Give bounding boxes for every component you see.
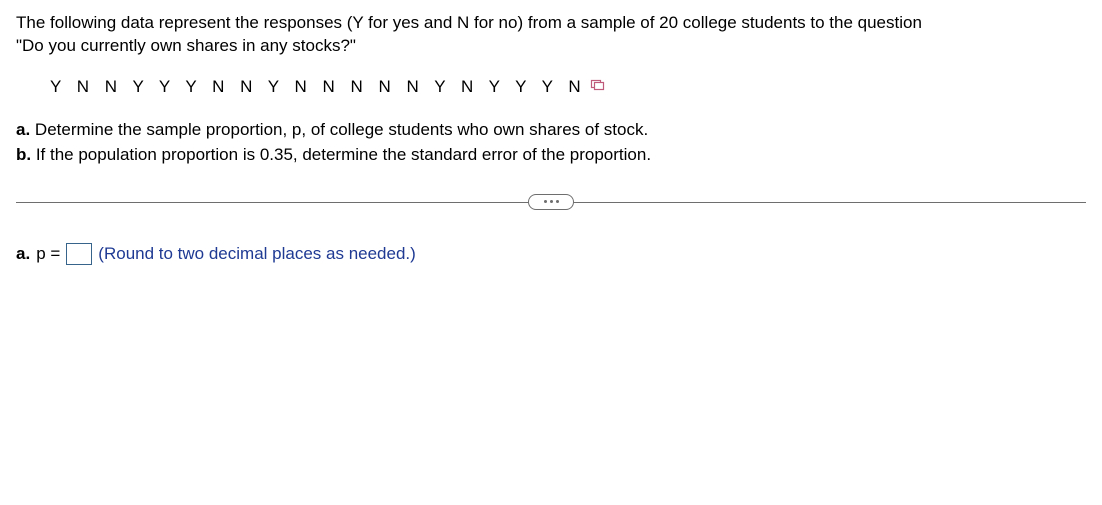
answer-hint: (Round to two decimal places as needed.) — [98, 243, 416, 266]
part-b-text: If the population proportion is 0.35, de… — [31, 145, 651, 164]
part-a: a. Determine the sample proportion, p, o… — [16, 119, 1086, 142]
part-b-label: b. — [16, 145, 31, 164]
dot-icon — [556, 200, 559, 203]
answer-row-a: a. p = (Round to two decimal places as n… — [16, 243, 1086, 266]
dot-icon — [550, 200, 553, 203]
answer-part-label: a. — [16, 243, 30, 266]
intro-line-1: The following data represent the respons… — [16, 12, 1086, 35]
answer-input-p[interactable] — [66, 243, 92, 265]
copy-icon[interactable] — [590, 76, 606, 99]
question-parts: a. Determine the sample proportion, p, o… — [16, 119, 1086, 167]
question-intro: The following data represent the respons… — [16, 12, 1086, 58]
dot-icon — [544, 200, 547, 203]
part-a-text: Determine the sample proportion, p, of c… — [30, 120, 648, 139]
response-values: Y N N Y Y Y N N Y N N N N N Y N Y Y Y N — [50, 77, 581, 96]
part-a-label: a. — [16, 120, 30, 139]
section-divider — [16, 191, 1086, 213]
intro-line-2: "Do you currently own shares in any stoc… — [16, 35, 1086, 58]
response-data: Y N N Y Y Y N N Y N N N N N Y N Y Y Y N — [16, 76, 1086, 99]
expand-pill[interactable] — [528, 194, 574, 210]
part-b: b. If the population proportion is 0.35,… — [16, 144, 1086, 167]
answer-variable: p = — [36, 243, 60, 266]
